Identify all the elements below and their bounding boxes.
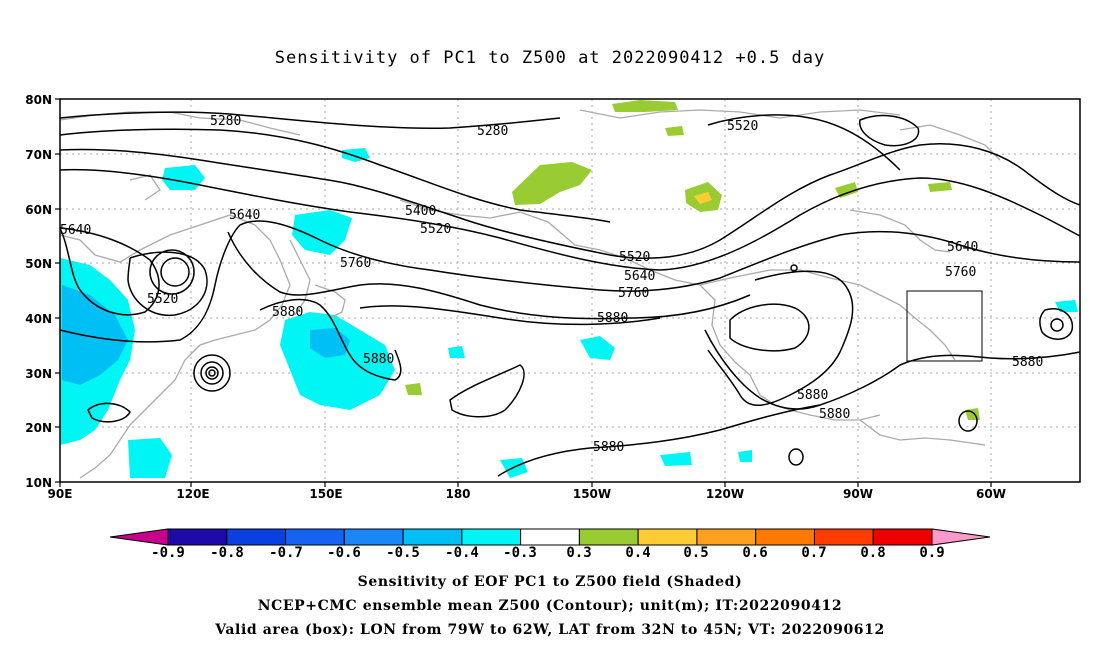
lat-label-80n: 80N bbox=[25, 93, 52, 107]
lat-label-20n: 20N bbox=[25, 421, 52, 435]
caption-line-3: Valid area (box): LON from 79W to 62W, L… bbox=[215, 622, 885, 638]
valid-area-box bbox=[906, 290, 983, 362]
colorbar-right-tip bbox=[931, 528, 991, 546]
label-5640-c: 5640 bbox=[624, 269, 655, 284]
cb-label-p06: 0.6 bbox=[742, 545, 767, 561]
page-title: Sensitivity of PC1 to Z500 at 2022090412… bbox=[274, 48, 826, 68]
lon-label-60w: 60W bbox=[976, 487, 1006, 501]
colorbar-labels: -0.9 -0.8 -0.7 -0.6 -0.5 -0.4 -0.3 0.3 0… bbox=[151, 545, 945, 561]
shade-alaska bbox=[512, 162, 592, 205]
colorbar-segments bbox=[167, 528, 933, 546]
label-5760-b: 5760 bbox=[618, 286, 649, 301]
cb-label-p03: 0.3 bbox=[566, 545, 591, 561]
shade-arctic-green bbox=[612, 100, 678, 112]
label-5760-c: 5760 bbox=[945, 265, 976, 280]
label-5880-e: 5880 bbox=[797, 388, 828, 403]
lon-label-90w: 90W bbox=[843, 487, 873, 501]
label-5760-a: 5760 bbox=[340, 256, 371, 271]
lat-label-40n: 40N bbox=[25, 312, 52, 326]
cb-label-p08: 0.8 bbox=[860, 545, 885, 561]
colorbar-segment bbox=[637, 528, 698, 546]
shade-small-green-4 bbox=[405, 383, 422, 395]
shade-canada-yellow bbox=[694, 192, 712, 204]
shade-china-east-core bbox=[62, 285, 128, 385]
colorbar: -0.9 -0.8 -0.7 -0.6 -0.5 -0.4 -0.3 0.3 0… bbox=[109, 528, 991, 561]
colorbar-segment bbox=[343, 528, 404, 546]
colorbar-segment bbox=[813, 528, 874, 546]
shade-japan-east bbox=[280, 312, 395, 410]
cb-label-p04: 0.4 bbox=[625, 545, 650, 561]
lon-label-120e: 120E bbox=[176, 487, 209, 501]
label-5880-a: 5880 bbox=[272, 305, 303, 320]
cb-label-m06: -0.6 bbox=[327, 545, 361, 561]
shade-central-pac bbox=[580, 336, 615, 360]
label-5880-d: 5880 bbox=[1012, 355, 1043, 370]
shade-small-green-3 bbox=[928, 182, 952, 192]
label-5640-d: 5640 bbox=[947, 240, 978, 255]
colorbar-segment bbox=[402, 528, 463, 546]
sensitivity-shading bbox=[60, 100, 1078, 478]
cb-label-m04: -0.4 bbox=[445, 545, 479, 561]
label-5880-b: 5880 bbox=[363, 352, 394, 367]
shade-small-green-1 bbox=[665, 126, 684, 136]
colorbar-segment bbox=[755, 528, 815, 546]
lon-label-150w: 150W bbox=[573, 487, 611, 501]
z500-contours bbox=[59, 111, 1081, 477]
label-5280-a: 5280 bbox=[210, 114, 241, 129]
contour-label-group: 5280 5280 5520 5400 5520 5640 5640 5760 … bbox=[60, 114, 1043, 455]
label-5520-d: 5520 bbox=[619, 250, 650, 265]
cb-label-p09: 0.9 bbox=[919, 545, 944, 561]
label-5520-a: 5520 bbox=[727, 119, 758, 134]
shade-atlantic bbox=[1055, 300, 1078, 312]
label-5640-b: 5640 bbox=[60, 223, 91, 238]
colorbar-segment bbox=[696, 528, 757, 546]
label-5880-c: 5880 bbox=[597, 311, 628, 326]
caption-line-1: Sensitivity of EOF PC1 to Z500 field (Sh… bbox=[357, 574, 743, 590]
map-border bbox=[59, 98, 1081, 483]
lon-label-180: 180 bbox=[445, 487, 470, 501]
colorbar-segment bbox=[167, 528, 228, 546]
caption-line-2: NCEP+CMC ensemble mean Z500 (Contour); u… bbox=[257, 598, 843, 614]
label-5640-a: 5640 bbox=[229, 208, 260, 223]
shade-indochina bbox=[128, 438, 172, 478]
cb-label-p05: 0.5 bbox=[683, 545, 708, 561]
cb-label-m08: -0.8 bbox=[210, 545, 244, 561]
lat-label-30n: 30N bbox=[25, 367, 52, 381]
shade-small-3 bbox=[738, 450, 752, 462]
colorbar-segment bbox=[520, 528, 580, 546]
latitude-axis: 80N 70N 60N 50N 40N 30N 20N 10N bbox=[25, 93, 60, 490]
label-5280-b: 5280 bbox=[477, 124, 508, 139]
colorbar-segment bbox=[872, 528, 933, 546]
colorbar-segment bbox=[578, 528, 639, 546]
shade-japan-north bbox=[292, 210, 352, 255]
colorbar-segment bbox=[285, 528, 345, 546]
lon-label-90e: 90E bbox=[48, 487, 73, 501]
colorbar-left-tip bbox=[109, 528, 169, 546]
cb-label-m07: -0.7 bbox=[269, 545, 303, 561]
colorbar-segment bbox=[226, 528, 287, 546]
lat-label-70n: 70N bbox=[25, 148, 52, 162]
lon-label-120w: 120W bbox=[706, 487, 744, 501]
lat-label-10n: 10N bbox=[25, 476, 52, 490]
label-5520-b: 5520 bbox=[420, 222, 451, 237]
label-5880-f: 5880 bbox=[819, 407, 850, 422]
shade-small-1 bbox=[448, 346, 465, 358]
cb-label-m09: -0.9 bbox=[151, 545, 185, 561]
longitude-axis: 90E 120E 150E 180 150W 120W 90W 60W bbox=[48, 482, 1006, 501]
grid-lines bbox=[60, 99, 1080, 482]
shade-small-2 bbox=[660, 452, 692, 466]
cb-label-p07: 0.7 bbox=[801, 545, 826, 561]
lat-label-50n: 50N bbox=[25, 257, 52, 271]
label-5880-g: 5880 bbox=[593, 440, 624, 455]
shade-small-green-2 bbox=[835, 182, 858, 198]
lat-label-60n: 60N bbox=[25, 203, 52, 217]
label-5520-c: 5520 bbox=[147, 292, 178, 307]
label-5400: 5400 bbox=[405, 204, 436, 219]
cb-label-m05: -0.5 bbox=[386, 545, 420, 561]
lon-label-150e: 150E bbox=[309, 487, 342, 501]
colorbar-segment bbox=[461, 528, 522, 546]
cb-label-m03: -0.3 bbox=[503, 545, 537, 561]
